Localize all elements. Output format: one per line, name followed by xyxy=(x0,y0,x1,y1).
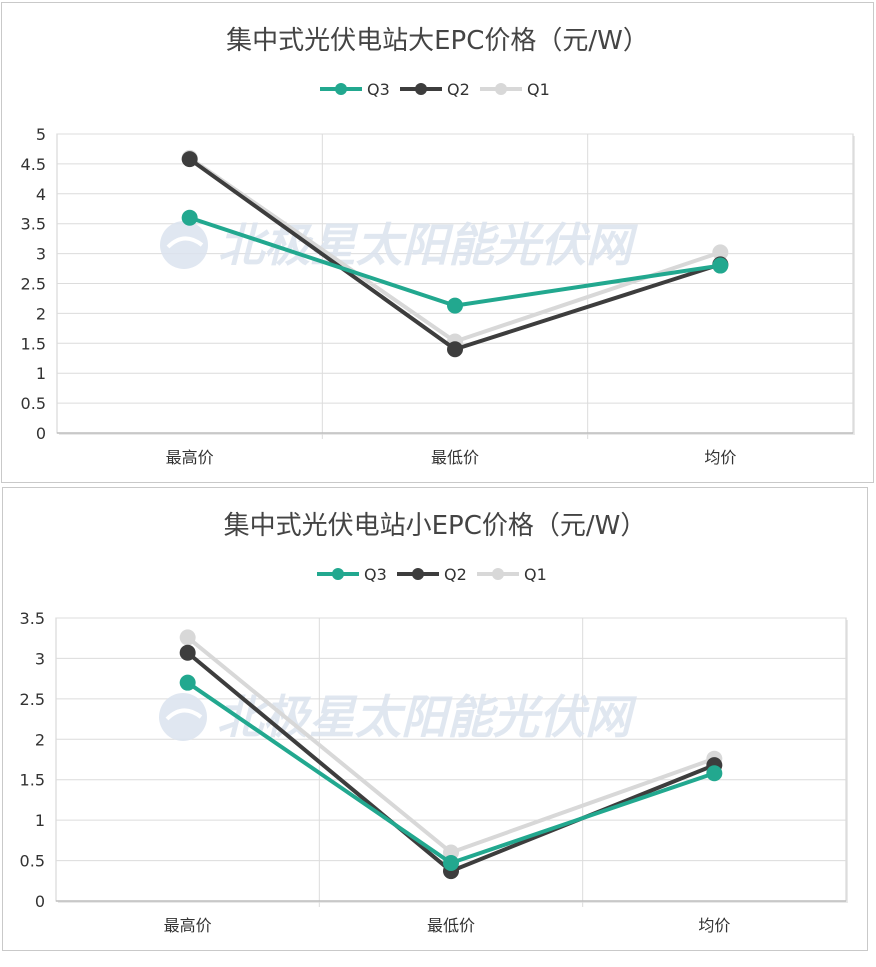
x-tick-label: 均价 xyxy=(698,916,730,935)
y-tick-label: 1 xyxy=(35,811,45,830)
legend-marker-q1 xyxy=(492,568,504,580)
legend-label: Q1 xyxy=(527,80,550,99)
legend-label: Q3 xyxy=(367,80,390,99)
legend-label: Q2 xyxy=(447,80,470,99)
chart-title: 集中式光伏电站大EPC价格（元/W） xyxy=(226,26,649,56)
y-tick-label: 4 xyxy=(36,185,46,204)
legend-marker-q2 xyxy=(415,83,427,95)
chart-large-epc: 集中式光伏电站大EPC价格（元/W） Q3 Q2 Q1 0 0.5 1 1.5 2 2.5 3 3.5… xyxy=(21,26,855,467)
legend-item-q3[interactable]: Q3 xyxy=(317,565,387,584)
y-tick-label: 0.5 xyxy=(20,852,45,871)
watermark-logo-swoosh xyxy=(165,708,203,721)
y-tick-label: 2.5 xyxy=(21,275,46,294)
legend-marker-q3 xyxy=(332,568,344,580)
y-tick-label: 3 xyxy=(36,245,46,264)
data-point-q2[interactable] xyxy=(447,341,463,358)
legend-label: Q1 xyxy=(524,565,547,584)
data-point-q1[interactable] xyxy=(712,244,729,261)
y-tick-label: 2 xyxy=(36,304,46,323)
chart-small-epc: 集中式光伏电站小EPC价格（元/W） Q3 Q2 Q1 0 0.5 1 1.5 2 2.5 3 3.5… xyxy=(20,511,848,935)
y-tick-label: 3.5 xyxy=(21,215,46,234)
x-tick-label: 最低价 xyxy=(427,916,475,935)
data-point-q3[interactable] xyxy=(181,209,198,226)
data-point-q3[interactable] xyxy=(706,765,723,782)
watermark-logo-icon xyxy=(159,693,207,741)
y-tick-label: 3 xyxy=(35,649,45,668)
y-tick-label: 1.5 xyxy=(21,334,46,353)
y-tick-label: 1 xyxy=(36,364,46,383)
watermark-logo-icon xyxy=(160,221,208,269)
chart-panel-small-epc: 集中式光伏电站小EPC价格（元/W） Q3 Q2 Q1 0 0.5 1 1.5 2 2.5 3 3.5… xyxy=(2,487,868,951)
x-tick-label: 最高价 xyxy=(166,448,214,467)
watermark-text: 北极星太阳能光伏网 xyxy=(217,690,637,744)
chart-panel-large-epc: 集中式光伏电站大EPC价格（元/W） Q3 Q2 Q1 0 0.5 1 1.5 2 2.5 3 3.5… xyxy=(1,2,874,483)
legend-label: Q2 xyxy=(444,565,467,584)
legend[interactable]: Q3 Q2 Q1 xyxy=(317,565,547,584)
legend-item-q1[interactable]: Q1 xyxy=(480,80,550,99)
watermark-logo-swoosh xyxy=(166,236,204,249)
y-tick-label: 0 xyxy=(36,424,46,443)
y-tick-label: 5 xyxy=(36,125,46,144)
y-tick-label: 2.5 xyxy=(20,690,45,709)
y-tick-label: 0 xyxy=(35,892,45,911)
legend-item-q1[interactable]: Q1 xyxy=(477,565,547,584)
data-point-q2[interactable] xyxy=(181,151,198,168)
data-point-q3[interactable] xyxy=(443,854,459,871)
y-tick-label: 0.5 xyxy=(21,394,46,413)
data-point-q3[interactable] xyxy=(712,257,729,274)
legend-marker-q3 xyxy=(335,83,347,95)
x-tick-label: 最低价 xyxy=(431,448,479,467)
legend[interactable]: Q3 Q2 Q1 xyxy=(320,80,550,99)
series-q3[interactable] xyxy=(179,674,723,871)
y-tick-label: 2 xyxy=(35,730,45,749)
chart-title: 集中式光伏电站小EPC价格（元/W） xyxy=(224,511,647,541)
legend-item-q2[interactable]: Q2 xyxy=(400,80,470,99)
data-point-q1[interactable] xyxy=(179,629,196,646)
watermark: 北极星太阳能光伏网 xyxy=(160,218,638,272)
legend-marker-q1 xyxy=(495,83,507,95)
legend-item-q2[interactable]: Q2 xyxy=(397,565,467,584)
x-tick-label: 均价 xyxy=(704,448,736,467)
data-point-q2[interactable] xyxy=(179,644,196,661)
y-tick-label: 1.5 xyxy=(20,771,45,790)
y-tick-label: 3.5 xyxy=(20,609,45,628)
legend-marker-q2 xyxy=(412,568,424,580)
legend-item-q3[interactable]: Q3 xyxy=(320,80,390,99)
data-point-q3[interactable] xyxy=(179,674,196,691)
watermark: 北极星太阳能光伏网 xyxy=(159,690,637,744)
y-tick-label: 4.5 xyxy=(21,155,46,174)
x-tick-label: 最高价 xyxy=(164,916,212,935)
data-point-q3[interactable] xyxy=(447,297,463,314)
series-q3[interactable] xyxy=(181,209,729,314)
legend-label: Q3 xyxy=(364,565,387,584)
